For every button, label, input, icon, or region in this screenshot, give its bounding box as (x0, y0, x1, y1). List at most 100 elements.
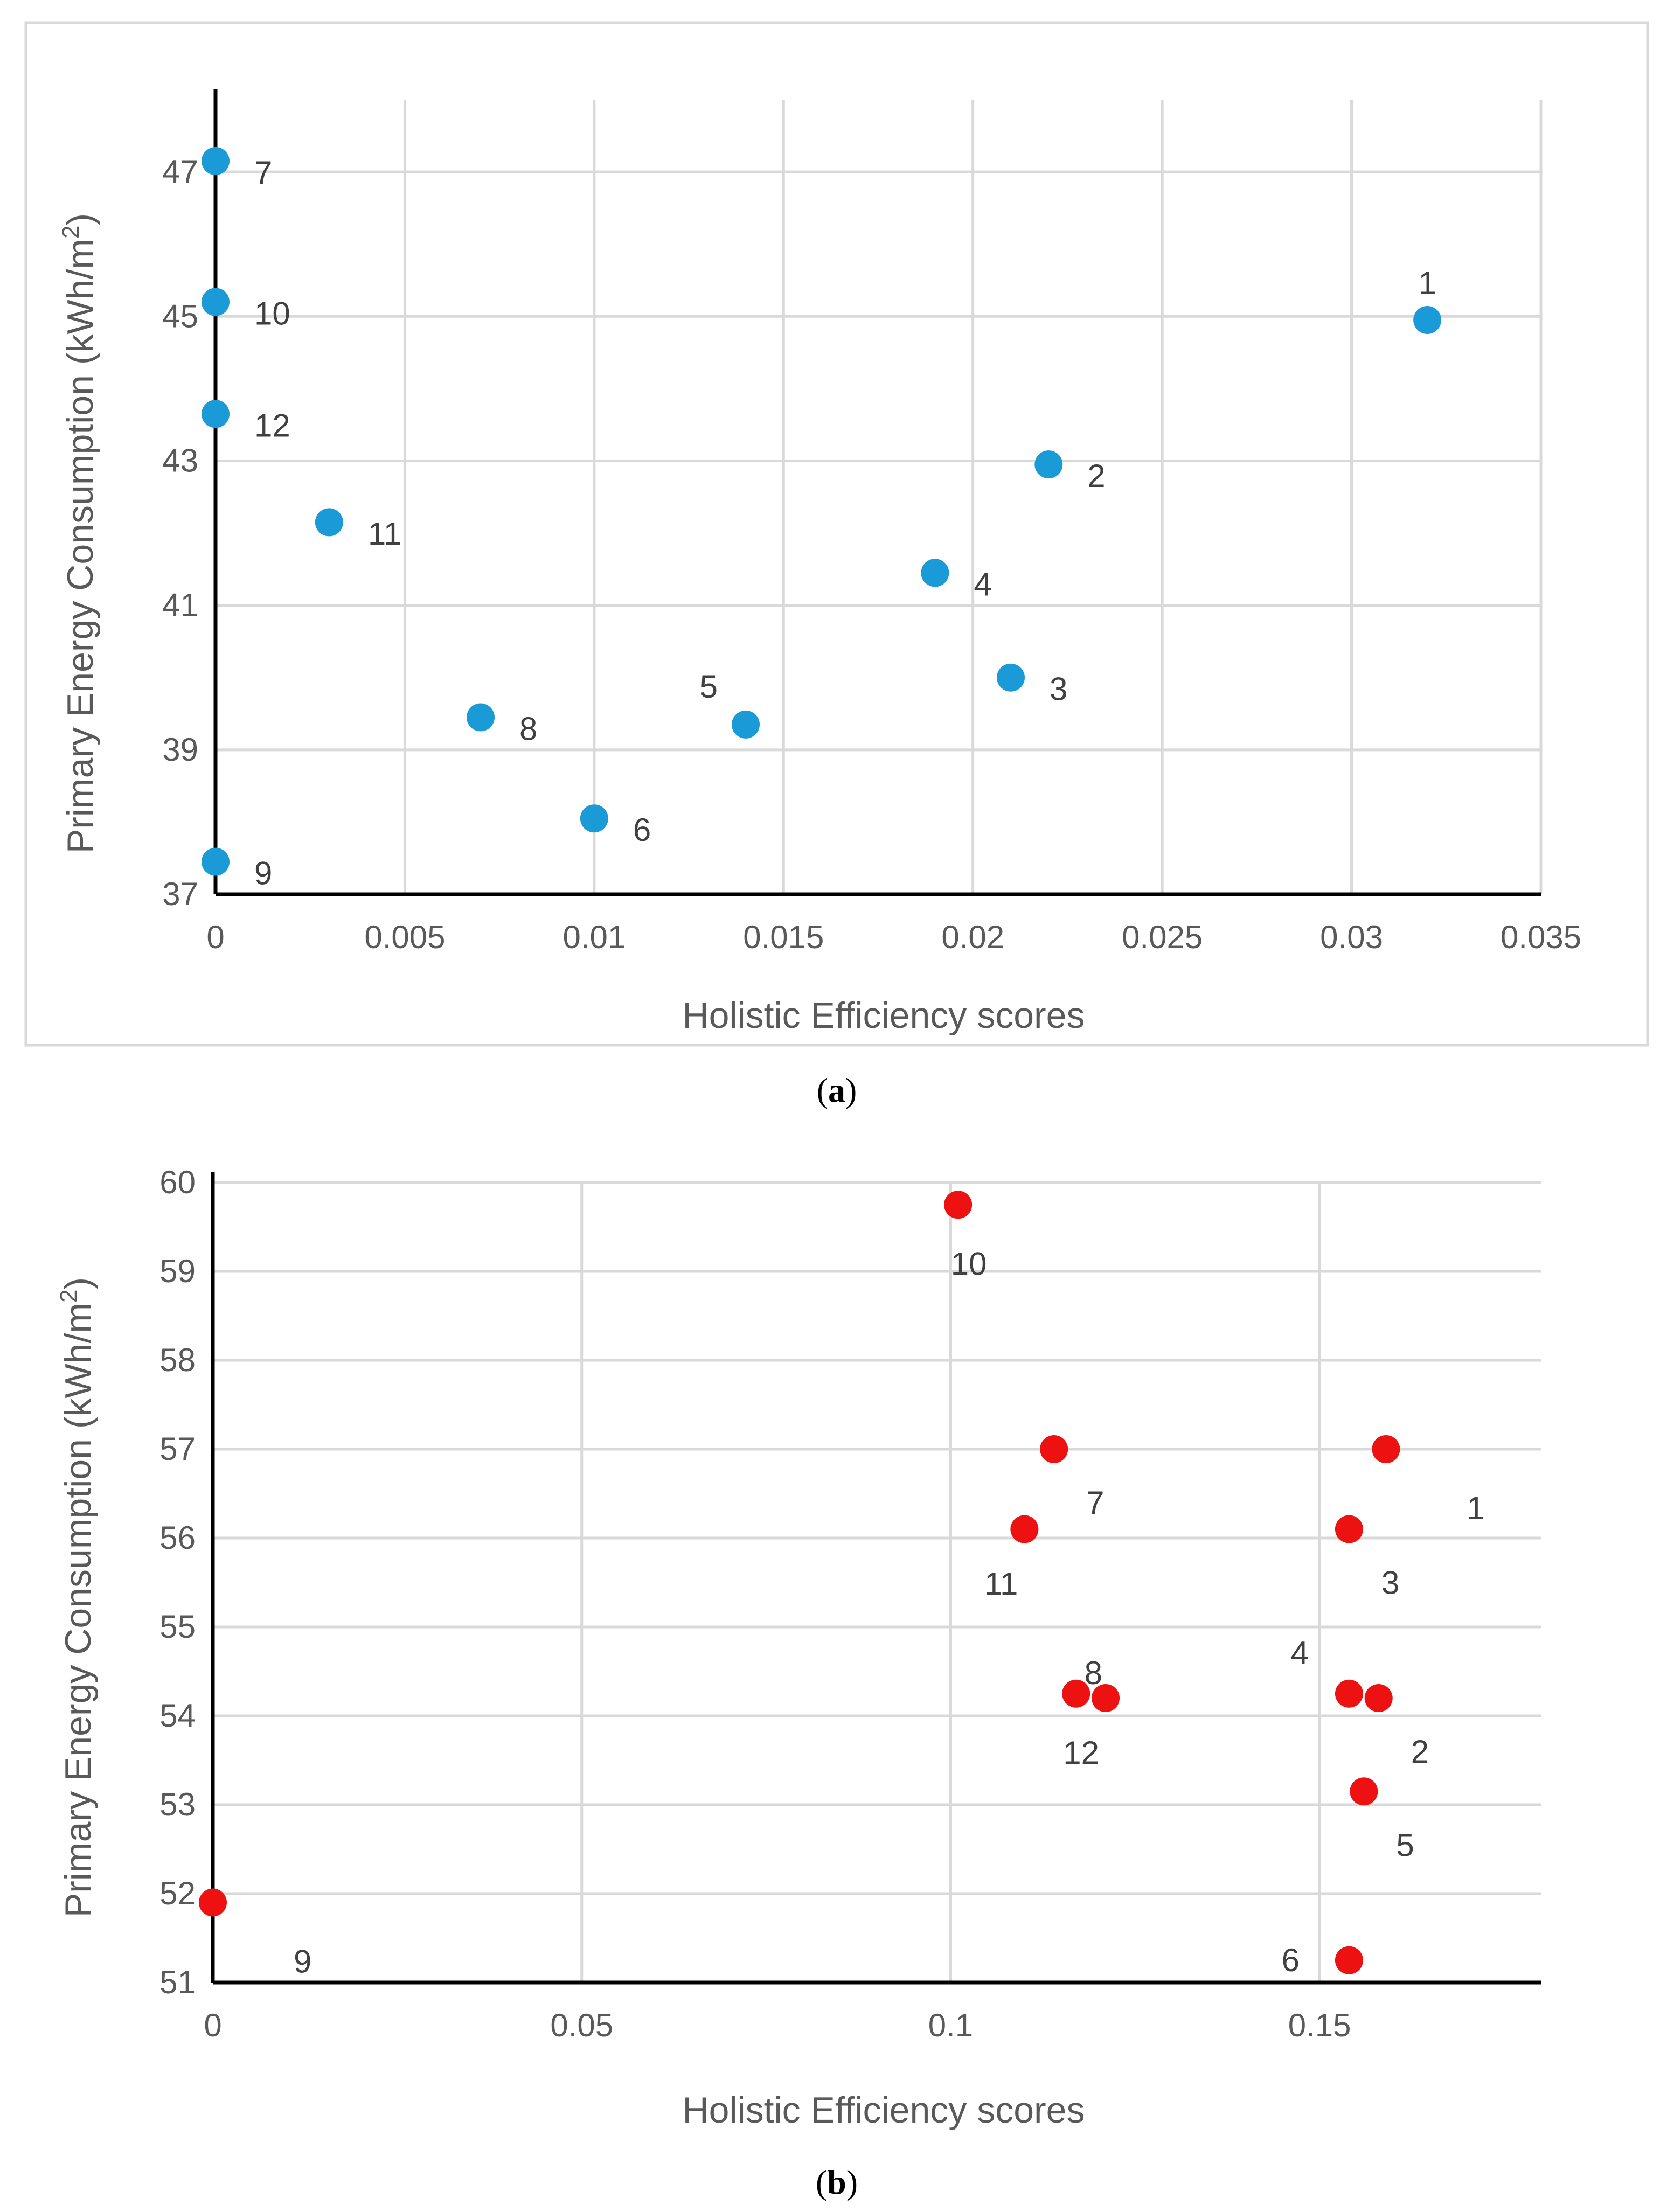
data-point-1 (1372, 1435, 1400, 1463)
point-label-1: 1 (1418, 265, 1436, 301)
data-point-11 (315, 508, 343, 537)
y-tick-label: 37 (162, 876, 198, 912)
point-label-12: 12 (254, 407, 290, 443)
axes-a (213, 89, 1541, 896)
point-label-8: 8 (1085, 1655, 1102, 1691)
data-point-12 (1092, 1684, 1120, 1712)
data-point-11 (1010, 1515, 1039, 1543)
y-axis-title-b-close: ) (58, 1277, 99, 1290)
point-label-4: 4 (1291, 1635, 1309, 1671)
axes-b (211, 1172, 1541, 1985)
y-axis-title-a-main: Primary Energy Consumption (kWh/m (60, 239, 101, 853)
data-point-3 (997, 663, 1025, 692)
data-point-6 (1335, 1946, 1363, 1974)
x-tick-label: 0.005 (364, 919, 445, 955)
y-tick-label: 47 (162, 154, 198, 190)
y-axis-title-a-sup: 2 (58, 225, 84, 238)
x-tick-label: 0 (206, 919, 224, 955)
y-tick-labels-b: 51 52 53 54 55 56 57 58 59 60 (159, 1164, 196, 2000)
data-point-6 (580, 804, 608, 833)
data-point-9 (199, 1888, 227, 1917)
point-label-3: 3 (1050, 671, 1067, 707)
x-tick-label: 0.02 (941, 919, 1004, 955)
chart-frame-a (24, 21, 1649, 1047)
y-tick-label: 56 (159, 1520, 196, 1556)
gridlines-a (216, 100, 1543, 894)
point-label-10: 10 (951, 1246, 987, 1282)
data-point-4 (921, 559, 949, 587)
y-tick-label: 58 (159, 1342, 196, 1378)
point-label-6: 6 (633, 812, 651, 848)
point-label-4: 4 (974, 566, 991, 602)
data-point-10 (944, 1191, 973, 1219)
data-point-9 (202, 847, 230, 876)
caption-a: (a) (817, 1071, 857, 1109)
y-tick-label: 55 (159, 1609, 196, 1645)
data-point-1 (1413, 305, 1442, 334)
x-tick-label: 0.035 (1501, 919, 1581, 955)
point-label-5: 5 (700, 669, 718, 705)
caption-letter-a: a (828, 1071, 845, 1109)
point-label-10: 10 (254, 295, 290, 331)
y-tick-label: 60 (159, 1164, 196, 1200)
data-point-8 (467, 703, 495, 732)
data-point-5 (1350, 1777, 1378, 1806)
x-tick-label: 0.05 (550, 2007, 613, 2043)
data-point-12 (202, 400, 230, 428)
point-label-5: 5 (1396, 1827, 1414, 1863)
gridlines-b (213, 1181, 1541, 1983)
point-label-9: 9 (294, 1944, 311, 1980)
y-axis-title-b-main: Primary Energy Consumption (kWh/m (58, 1303, 99, 1917)
x-axis-title-a: Holistic Efficiency scores (683, 995, 1085, 1036)
point-label-7: 7 (1086, 1485, 1104, 1521)
x-tick-label: 0.03 (1320, 919, 1383, 955)
x-tick-label: 0.01 (562, 919, 626, 955)
y-tick-label: 41 (162, 587, 198, 623)
y-tick-label: 43 (162, 442, 198, 478)
y-tick-labels-a: 37 39 41 43 45 47 (162, 154, 198, 912)
y-tick-label: 53 (159, 1786, 196, 1823)
x-tick-labels-a: 0 0.005 0.01 0.015 0.02 0.025 0.03 0.035 (206, 919, 1581, 955)
data-point-8 (1062, 1679, 1090, 1708)
chart-panel-a: 0 0.005 0.01 0.015 0.02 0.025 0.03 0.035 373941… (24, 21, 1649, 1047)
y-axis-title-b: Primary Energy Consumption (kWh/m2) (55, 1277, 99, 1917)
data-point-10 (202, 288, 230, 316)
point-label-11: 11 (984, 1566, 1018, 1602)
point-label-7: 7 (254, 155, 272, 191)
y-axis-title-a: Primary Energy Consumption (kWh/m2) (58, 213, 101, 853)
data-points-b (199, 1191, 1400, 1974)
point-label-2: 2 (1411, 1734, 1429, 1770)
y-axis-title-b-sup: 2 (55, 1289, 82, 1302)
x-tick-label: 0.1 (928, 2007, 973, 2043)
x-axis-title-b: Holistic Efficiency scores (683, 2090, 1085, 2131)
caption-letter-b: b (827, 2163, 846, 2201)
data-points-a (202, 147, 1442, 876)
y-axis-title-a-close: ) (60, 213, 101, 226)
point-label-2: 2 (1087, 458, 1105, 494)
x-tick-labels-b: 0 0.05 0.1 0.15 (204, 2007, 1351, 2043)
point-label-9: 9 (254, 855, 272, 892)
y-tick-label: 57 (159, 1431, 196, 1467)
data-point-5 (732, 710, 760, 739)
x-tick-label: 0 (204, 2007, 221, 2043)
y-tick-label: 39 (162, 732, 198, 768)
point-label-6: 6 (1282, 1942, 1300, 1978)
data-point-2 (1034, 450, 1063, 479)
x-tick-label: 0.15 (1288, 2007, 1351, 2043)
y-tick-label: 45 (162, 298, 198, 334)
y-tick-label: 54 (159, 1698, 196, 1734)
data-point-3 (1335, 1515, 1363, 1543)
y-tick-label: 52 (159, 1875, 196, 1911)
data-point-2 (1364, 1684, 1393, 1712)
data-point-7 (202, 147, 230, 175)
data-point-7 (1040, 1435, 1068, 1463)
caption-b: (b) (816, 2163, 858, 2201)
point-label-11: 11 (368, 516, 401, 552)
x-tick-label: 0.025 (1122, 919, 1203, 955)
point-label-3: 3 (1381, 1565, 1399, 1601)
y-tick-label: 59 (159, 1253, 196, 1289)
